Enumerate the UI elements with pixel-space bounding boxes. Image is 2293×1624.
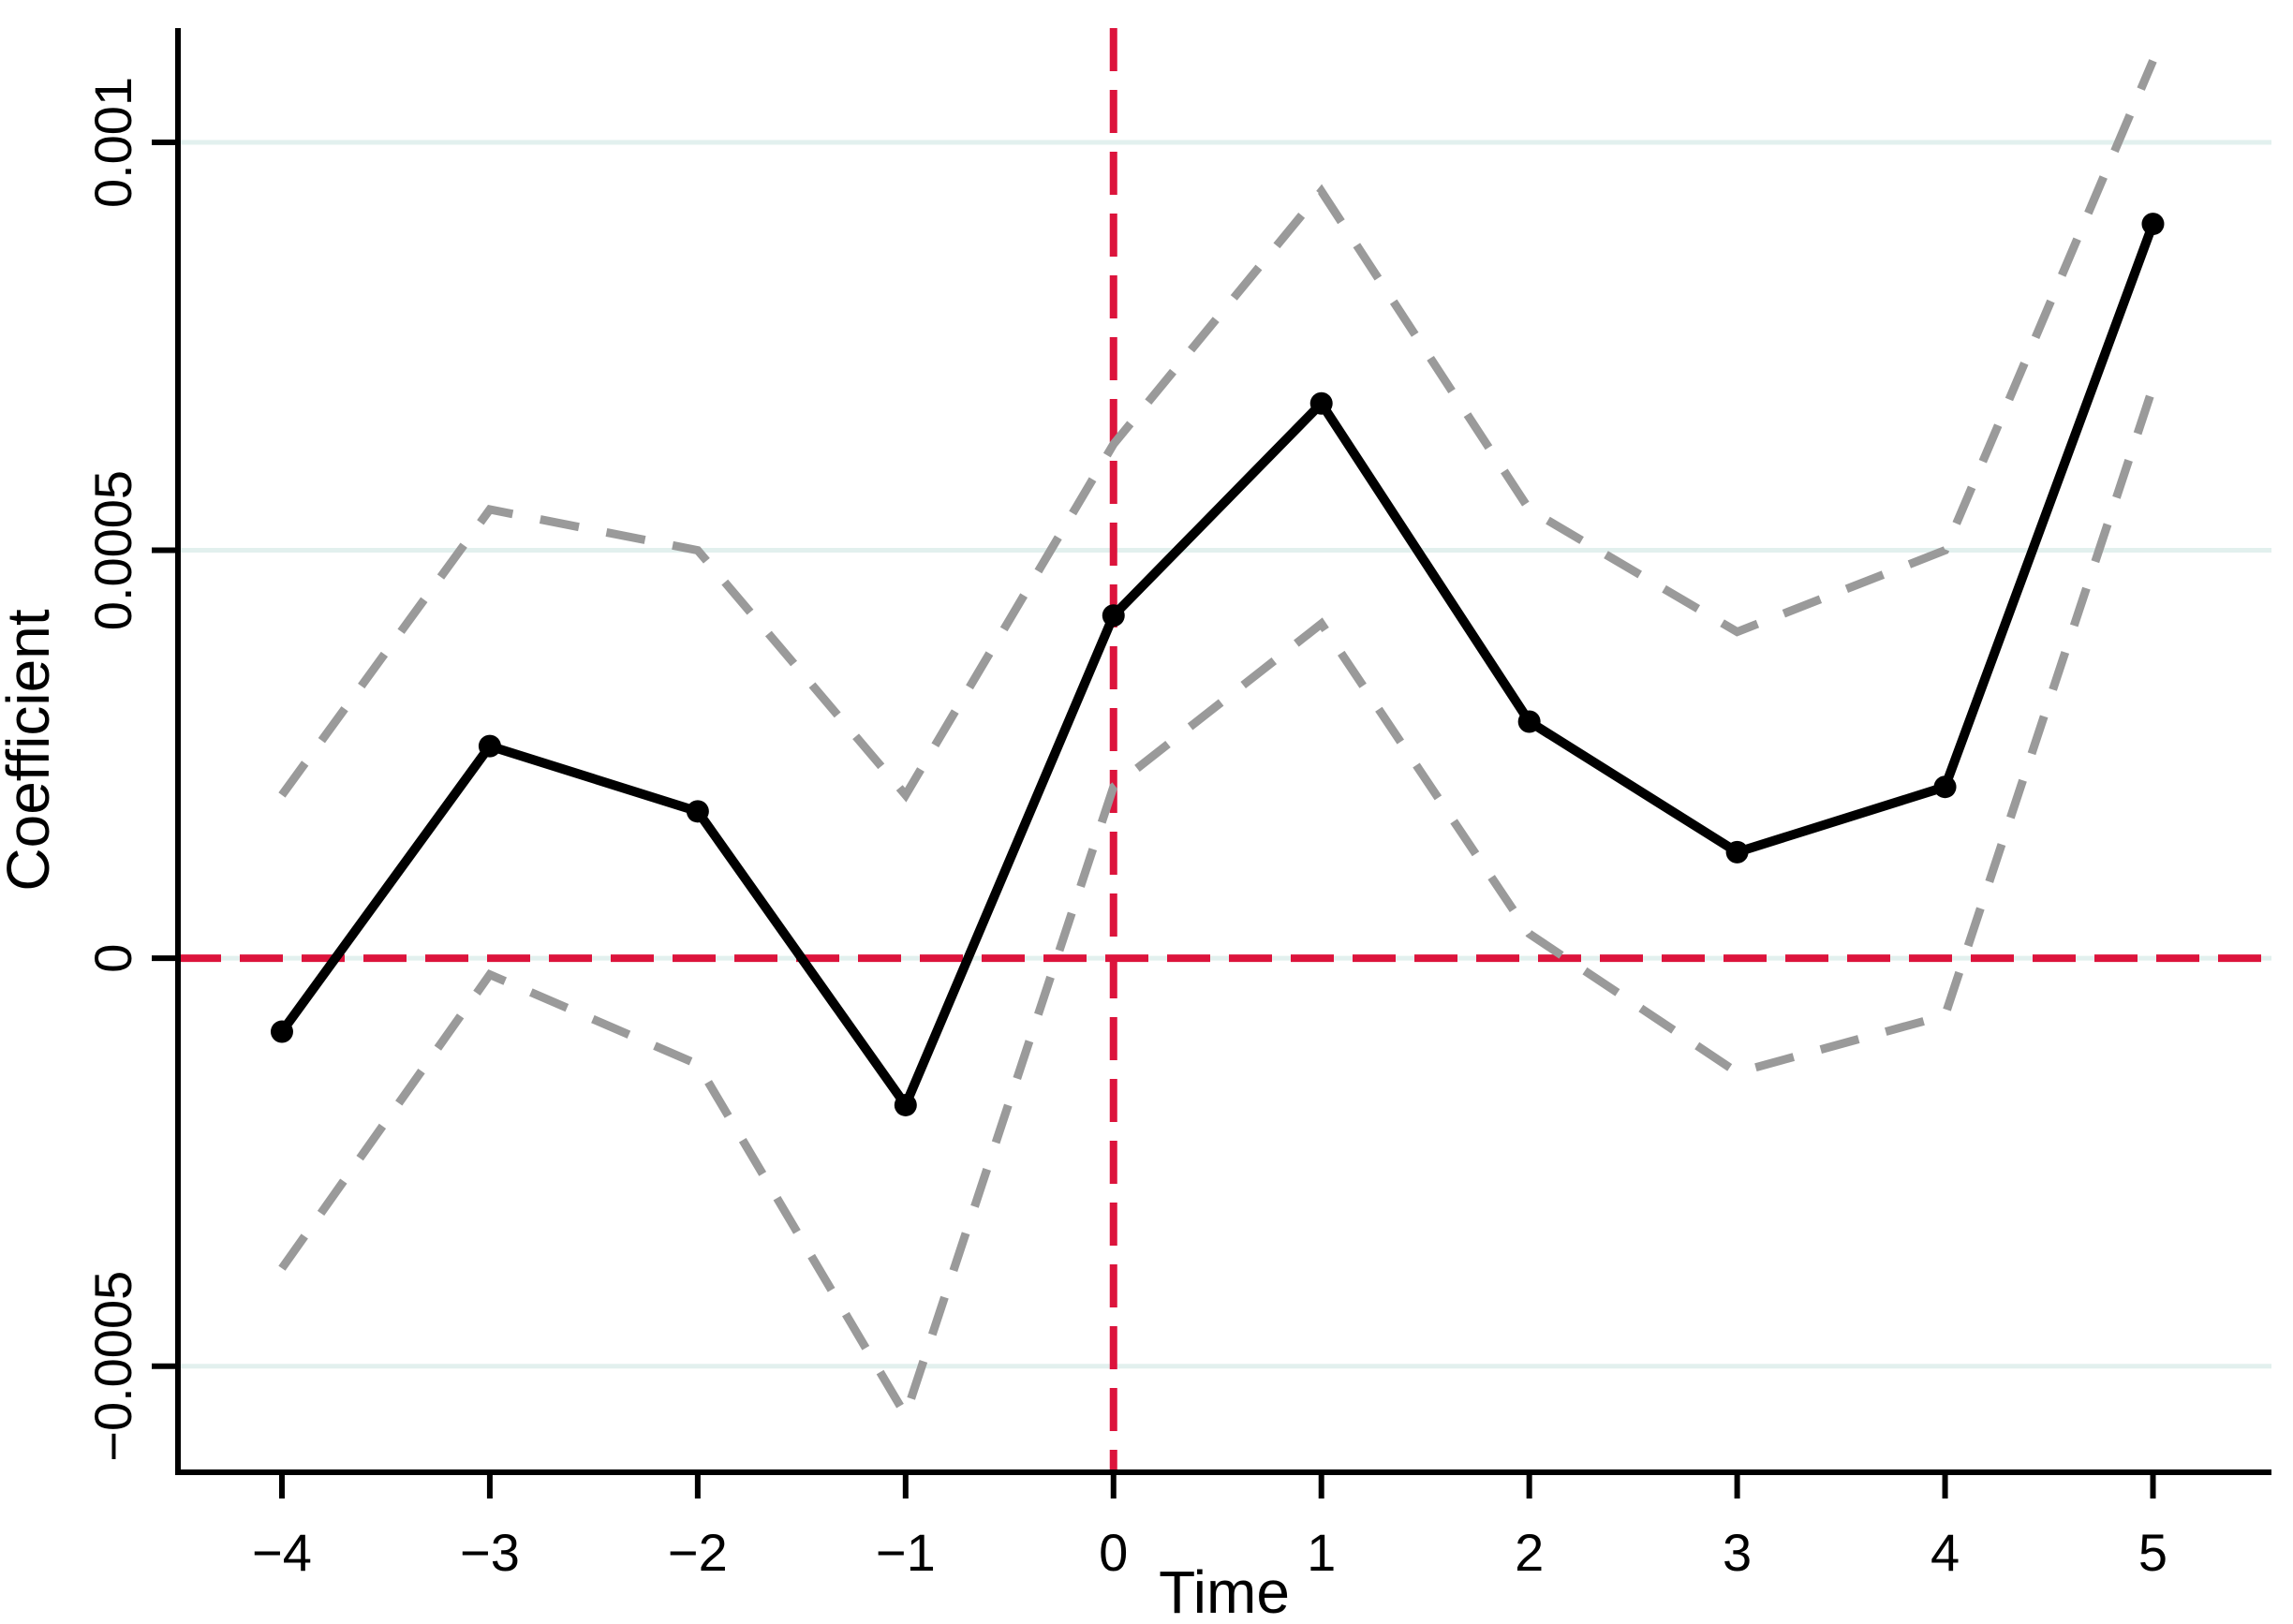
tick-labels-layer: −0.0005 0 0.0005 0.001 −4 −3 −2 −1 0 1 2 3 4 5 bbox=[83, 77, 2167, 1582]
reference-lines-layer bbox=[178, 28, 2271, 1472]
x-tick-label: 4 bbox=[1931, 1523, 1960, 1582]
y-axis-title: Coefficient bbox=[0, 609, 62, 891]
coefficient-line bbox=[277, 222, 2158, 1115]
data-point-marker bbox=[1517, 710, 1541, 733]
x-tick-label: −4 bbox=[252, 1523, 312, 1582]
x-tick-label: 0 bbox=[1099, 1523, 1128, 1582]
data-point-marker bbox=[1933, 775, 1957, 799]
x-tick-label: −1 bbox=[876, 1523, 936, 1582]
x-tick-label: −2 bbox=[668, 1523, 728, 1582]
y-tick-label: −0.0005 bbox=[83, 1271, 142, 1462]
data-point-marker bbox=[270, 1020, 293, 1043]
x-axis-title: Time bbox=[1159, 1558, 1290, 1624]
y-tick-label: 0 bbox=[83, 944, 142, 973]
coefficient-series-layer bbox=[270, 213, 2165, 1116]
data-point-marker bbox=[894, 1093, 917, 1116]
ci-lower-line bbox=[278, 385, 2157, 1425]
x-tick-label: 1 bbox=[1307, 1523, 1336, 1582]
data-point-marker bbox=[1725, 840, 1749, 864]
ci-upper-line bbox=[278, 59, 2157, 803]
data-point-marker bbox=[2141, 213, 2165, 236]
confidence-interval-layer bbox=[278, 59, 2157, 1425]
x-tick-label: 5 bbox=[2138, 1523, 2167, 1582]
data-point-marker bbox=[478, 734, 501, 758]
data-point-marker bbox=[1102, 604, 1125, 627]
data-point-marker bbox=[1309, 391, 1333, 415]
x-tick-label: −3 bbox=[460, 1523, 520, 1582]
y-tick-label: 0.0005 bbox=[83, 470, 142, 630]
x-tick-label: 2 bbox=[1515, 1523, 1544, 1582]
axes-layer bbox=[152, 28, 2271, 1499]
x-tick-label: 3 bbox=[1723, 1523, 1752, 1582]
y-tick-label: 0.001 bbox=[83, 77, 142, 208]
data-point-marker bbox=[686, 800, 709, 823]
